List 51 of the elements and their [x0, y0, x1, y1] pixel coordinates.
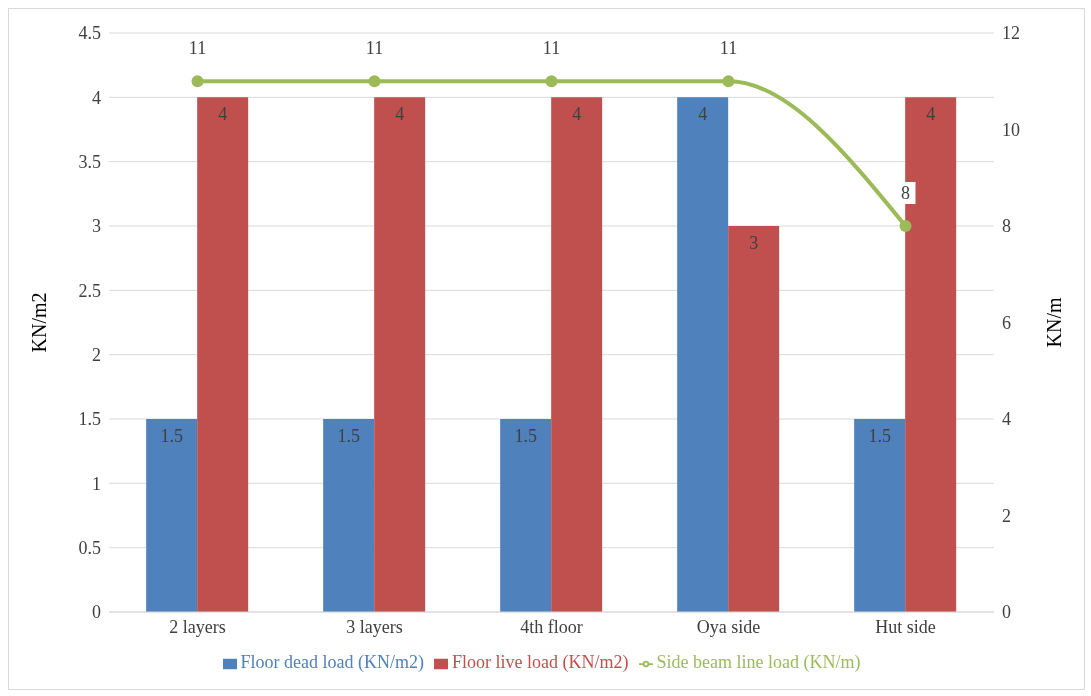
y-tick-label: 0.5	[78, 538, 101, 559]
legend-label: Floor dead load (KN/m2)	[240, 652, 425, 672]
y-tick-label: 3	[92, 216, 101, 237]
bar	[677, 97, 729, 612]
data-label: 4	[926, 104, 936, 125]
x-tick-label: 2 layers	[169, 616, 226, 637]
data-label: 1.5	[868, 425, 891, 446]
bar	[197, 97, 249, 612]
data-label: 3	[749, 232, 759, 253]
data-label: 1.5	[160, 425, 183, 446]
y2-tick-label: 2	[1002, 505, 1011, 526]
y-axis-title: KN/m2	[28, 292, 51, 353]
bar	[854, 419, 906, 612]
y2-tick-label: 4	[1002, 409, 1011, 430]
y2-tick-label: 8	[1002, 216, 1011, 237]
data-label: 4	[395, 104, 405, 125]
y2-tick-label: 6	[1002, 312, 1011, 333]
data-label: 11	[542, 38, 561, 59]
legend-label: Side beam line load (KN/m)	[656, 652, 861, 672]
data-label: 4	[218, 104, 228, 125]
y2-tick-label: 10	[1002, 119, 1020, 140]
y2-tick-label: 12	[1002, 23, 1020, 44]
y-tick-label: 0	[92, 602, 101, 623]
y-tick-label: 4.5	[78, 23, 101, 44]
y-tick-label: 1.5	[78, 409, 101, 430]
y-tick-label: 4	[92, 87, 101, 108]
y2-tick-label: 0	[1002, 602, 1011, 623]
data-label: 11	[365, 38, 384, 59]
bar	[551, 97, 603, 612]
data-label: 1.5	[337, 425, 360, 446]
x-tick-label: 4th floor	[520, 616, 583, 637]
bar	[374, 97, 426, 612]
bar	[323, 419, 375, 612]
y-tick-label: 2.5	[78, 280, 101, 301]
legend-label: Floor live load (KN/m2)	[452, 652, 629, 672]
data-label: 8	[901, 183, 910, 203]
y-tick-label: 2	[92, 345, 101, 366]
bar	[728, 226, 780, 612]
bar	[146, 419, 198, 612]
data-label: 1.5	[514, 425, 537, 446]
y2-axis-title: KN/m	[1043, 297, 1066, 348]
data-label: 11	[188, 38, 207, 59]
x-tick-label: 3 layers	[346, 616, 403, 637]
bar	[500, 419, 552, 612]
data-label: 11	[719, 38, 738, 59]
y-tick-label: 3.5	[78, 152, 101, 173]
data-label: 4	[698, 104, 708, 125]
x-tick-label: Oya side	[696, 616, 761, 637]
y-tick-label: 1	[92, 473, 101, 494]
data-label: 4	[572, 104, 582, 125]
x-tick-label: Hut side	[875, 616, 936, 637]
